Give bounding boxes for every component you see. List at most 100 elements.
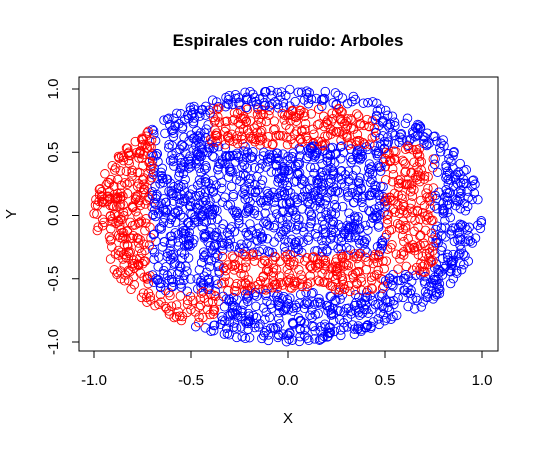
data-point <box>320 86 331 97</box>
data-point <box>351 278 362 288</box>
data-point <box>203 237 213 247</box>
data-point <box>435 285 445 295</box>
data-point <box>222 328 233 339</box>
data-point <box>235 171 246 181</box>
data-point <box>279 175 290 186</box>
data-point <box>278 131 288 141</box>
data-point <box>300 118 311 129</box>
data-point <box>419 132 430 143</box>
data-point <box>262 234 273 244</box>
data-point <box>123 155 134 166</box>
data-point <box>173 241 184 251</box>
data-point <box>300 299 310 309</box>
data-point <box>296 270 306 280</box>
data-point <box>410 270 421 281</box>
x-tick-label: -0.5 <box>178 372 204 389</box>
data-point <box>259 328 270 338</box>
data-point <box>92 225 103 236</box>
data-point <box>370 180 380 191</box>
data-point <box>182 295 193 306</box>
data-point <box>413 170 423 181</box>
data-point <box>210 275 221 285</box>
data-point <box>449 236 460 247</box>
data-point <box>165 254 176 265</box>
data-point <box>394 223 405 233</box>
data-point <box>363 256 373 267</box>
data-point <box>189 218 200 228</box>
data-point <box>371 211 381 221</box>
x-tick-label: 0.0 <box>278 372 299 389</box>
data-point <box>337 274 348 284</box>
data-point <box>279 242 290 252</box>
data-point <box>309 252 319 262</box>
data-point <box>426 257 437 268</box>
data-point <box>149 205 160 215</box>
data-point <box>346 232 356 243</box>
data-point <box>393 293 403 303</box>
data-point <box>176 182 186 192</box>
data-point <box>326 263 336 274</box>
data-point <box>189 113 200 123</box>
data-point <box>289 177 300 187</box>
data-point <box>376 238 386 249</box>
data-point <box>196 282 206 293</box>
data-point <box>455 194 465 204</box>
data-point <box>333 103 344 114</box>
data-point <box>399 156 409 167</box>
data-point <box>337 116 347 127</box>
data-point <box>309 129 319 139</box>
data-point <box>213 162 224 172</box>
data-point <box>274 173 284 184</box>
data-point <box>465 236 476 246</box>
data-point <box>227 251 238 261</box>
data-point <box>121 143 132 153</box>
data-point <box>404 143 414 154</box>
data-point <box>206 326 216 336</box>
data-point <box>210 125 220 135</box>
data-point <box>221 323 232 334</box>
data-point <box>207 151 218 161</box>
data-point <box>243 318 253 329</box>
data-point <box>166 274 177 285</box>
data-point <box>290 129 300 139</box>
data-point <box>315 203 326 214</box>
data-point <box>315 322 326 332</box>
data-point <box>335 294 345 304</box>
data-point <box>332 254 342 264</box>
data-point <box>302 184 312 194</box>
data-point <box>395 129 406 140</box>
data-point <box>142 297 152 307</box>
data-point <box>147 187 158 197</box>
data-point <box>336 141 347 151</box>
data-point <box>440 215 450 226</box>
data-point <box>420 259 430 270</box>
data-point <box>280 166 290 176</box>
data-point <box>361 322 371 333</box>
data-point <box>350 268 361 279</box>
data-point <box>95 184 105 194</box>
data-point <box>358 98 369 108</box>
data-point <box>442 200 452 211</box>
data-point <box>295 323 305 334</box>
data-point <box>370 204 380 214</box>
data-point <box>366 323 376 333</box>
data-point <box>421 188 431 198</box>
data-point <box>272 296 283 306</box>
data-point <box>408 128 419 139</box>
data-point <box>247 249 258 260</box>
data-point <box>391 310 402 321</box>
data-point <box>224 162 235 172</box>
data-point <box>335 154 346 164</box>
data-point <box>211 291 221 302</box>
data-point <box>436 138 446 149</box>
data-point <box>459 166 469 176</box>
data-point <box>129 279 140 290</box>
data-point <box>316 211 326 222</box>
data-point <box>393 264 403 274</box>
data-point <box>455 191 465 202</box>
data-point <box>203 120 213 130</box>
data-point <box>373 265 383 276</box>
data-point <box>388 281 398 291</box>
data-point <box>224 151 235 161</box>
data-point <box>160 197 171 208</box>
